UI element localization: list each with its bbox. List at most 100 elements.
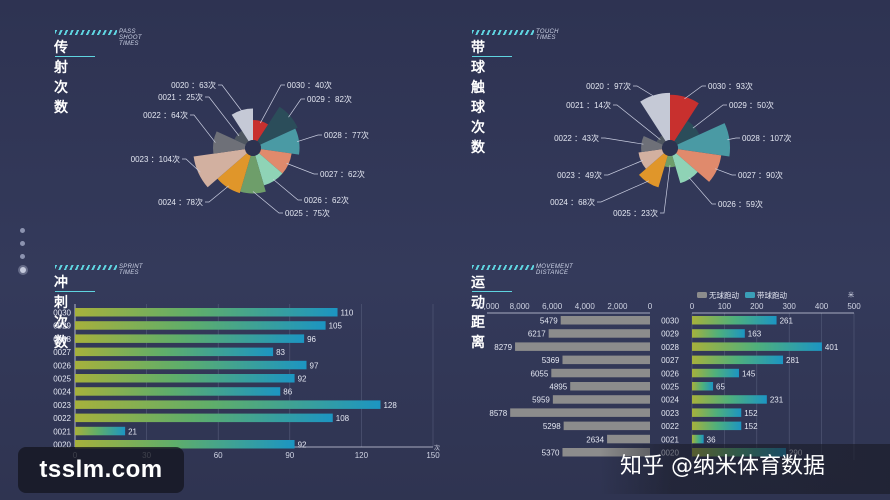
no-ball-bar-0030	[560, 316, 650, 325]
rose-label-0027: 0027 ：62次	[320, 169, 365, 179]
sprint-bar-0021	[75, 426, 126, 436]
rose-label-0021: 0021 ：25次	[158, 92, 203, 102]
sprint-bar-0023	[75, 400, 381, 409]
y-tick-label: 0028	[53, 335, 71, 344]
header-stripes	[55, 265, 117, 270]
bar-value-label: 110	[341, 309, 354, 318]
rose-label-0022: 0022 ：64次	[143, 110, 188, 120]
rose-leader-line	[190, 114, 216, 143]
title-underline	[472, 291, 512, 292]
rose-leader-line	[613, 104, 661, 140]
rose-label-0024: 0024 ：68次	[550, 197, 595, 207]
left-x-tick-label: 8,000	[510, 302, 531, 311]
sprint-bar-0024	[75, 387, 281, 396]
pass-title: 传射次数	[54, 40, 68, 116]
bar-value-label: 96	[307, 335, 316, 344]
no-ball-bar-0027	[562, 355, 650, 365]
category-label: 0027	[661, 356, 679, 365]
no-ball-value-label: 5298	[543, 422, 561, 431]
distance-subtitle: MOVEMENT DISTANCE	[536, 264, 574, 276]
left-x-tick-label: 10,000	[475, 302, 500, 311]
no-ball-value-label: 6217	[528, 330, 546, 339]
rose-label-0022: 0022 ：43次	[554, 133, 599, 143]
rose-leader-line	[692, 104, 727, 129]
x-tick-label: 60	[214, 451, 223, 460]
right-x-tick-label: 100	[718, 302, 732, 311]
rose-label-0026: 0026 ：59次	[718, 199, 763, 209]
rose-slice-0020	[640, 92, 670, 142]
y-tick-label: 0021	[53, 427, 71, 436]
no-ball-bar-0024	[552, 395, 650, 404]
no-ball-bar-0022	[563, 421, 650, 431]
rose-label-0026: 0026 ：62次	[304, 195, 349, 205]
rose-label-0030: 0030 ：93次	[708, 81, 753, 91]
sprint-bar-0025	[75, 374, 295, 383]
right-x-tick-label: 300	[783, 302, 797, 311]
right-x-tick-label: 400	[815, 302, 829, 311]
site-watermark: tsslm.com	[18, 447, 184, 493]
title-underline	[55, 291, 95, 292]
rose-leader-line	[218, 84, 243, 113]
rose-leader-line	[286, 163, 318, 175]
bar-value-label: 83	[276, 348, 285, 357]
category-label: 0021	[661, 435, 679, 444]
rose-slice-0021	[656, 135, 666, 145]
rose-slice-0030	[670, 94, 699, 142]
rose-center-hole	[245, 140, 261, 156]
page-dot-3[interactable]	[20, 254, 25, 259]
right-unit-label: 米	[848, 291, 854, 299]
category-label: 0024	[661, 396, 679, 405]
sprint-bar-0027	[75, 347, 274, 357]
bar-value-label: 105	[329, 322, 343, 331]
rose-center-hole	[662, 140, 678, 156]
right-x-tick-label: 0	[690, 302, 695, 311]
rose-leader-line	[684, 85, 706, 100]
no-ball-bar-0023	[510, 408, 650, 417]
category-label: 0023	[661, 409, 679, 418]
with-ball-bar-0023	[692, 408, 742, 417]
y-tick-label: 0026	[53, 361, 71, 370]
no-ball-bar-0026	[551, 368, 650, 378]
rose-slice-0022	[641, 135, 663, 153]
distance-title: 运动距离	[471, 275, 485, 351]
rose-slice-0023	[193, 149, 247, 188]
rose-slice-0028	[260, 128, 300, 155]
legend-swatch-with-ball	[745, 292, 755, 298]
rose-label-0020: 0020 ：97次	[586, 81, 631, 91]
left-x-tick-label: 4,000	[575, 302, 596, 311]
with-ball-bar-0024	[692, 395, 767, 404]
y-tick-label: 0020	[53, 441, 71, 450]
rose-label-0028: 0028 ：77次	[324, 130, 369, 140]
sprint-bar-0029	[75, 321, 326, 330]
rose-label-0023: 0023 ：49次	[557, 170, 602, 180]
bar-value-label: 97	[310, 361, 319, 370]
with-ball-bar-0029	[692, 329, 745, 338]
page-dot-1[interactable]	[20, 228, 25, 233]
no-ball-value-label: 4895	[549, 383, 567, 392]
left-x-tick-label: 6,000	[542, 302, 563, 311]
rose-label-0030: 0030 ：40次	[287, 80, 332, 90]
x-tick-label: 150	[426, 451, 440, 460]
rose-slice-0026	[255, 153, 283, 186]
rose-label-0029: 0029 ：82次	[307, 94, 352, 104]
rose-leader-line	[252, 191, 283, 214]
legend-label-no-ball: 无球跑动	[709, 290, 739, 300]
pass-subtitle: PASS SHOOT TIMES	[119, 29, 142, 47]
rose-leader-line	[604, 160, 644, 176]
rose-label-0025: 0025 ：75次	[285, 208, 330, 218]
rose-label-0027: 0027 ：90次	[738, 170, 783, 180]
with-ball-value-label: 152	[744, 409, 758, 418]
rose-leader-line	[601, 137, 644, 145]
bar-value-label: 92	[298, 375, 307, 384]
no-ball-value-label: 5370	[542, 449, 560, 458]
left-x-tick-label: 2,000	[607, 302, 628, 311]
bar-value-label: 108	[336, 414, 350, 423]
with-ball-bar-0030	[692, 316, 777, 325]
rose-slice-0026	[672, 153, 698, 184]
sprint-bar-0022	[75, 413, 333, 423]
x-tick-label: 120	[355, 451, 369, 460]
page-dot-2[interactable]	[20, 241, 25, 246]
rose-slice-0028	[677, 123, 730, 157]
page-dot-4-active[interactable]	[20, 267, 26, 273]
rose-label-0025: 0025 ：23次	[613, 208, 658, 218]
